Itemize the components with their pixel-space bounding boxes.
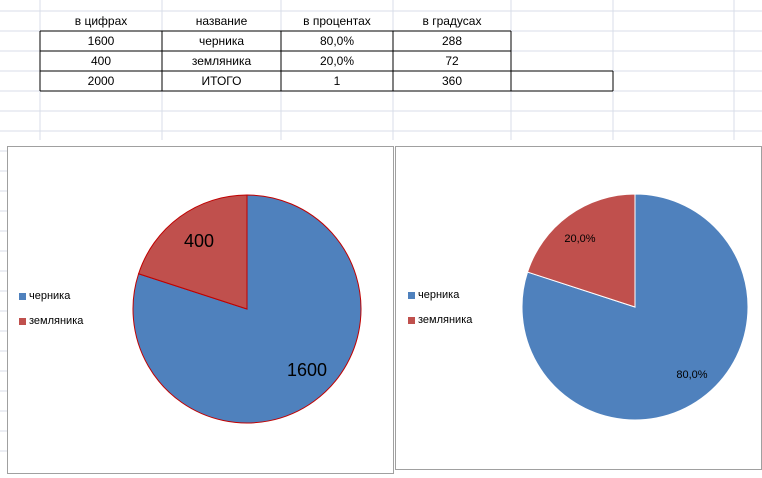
table-cell[interactable]: 400: [90, 54, 112, 68]
table-cell[interactable]: черника: [198, 34, 245, 48]
legend-label: земляника: [418, 314, 473, 326]
table-cell[interactable]: 1: [333, 74, 341, 88]
pie-chart-percent-canvas: 80,0% 20,0%: [521, 193, 749, 421]
pie-slice-strawberry[interactable]: [526, 193, 636, 308]
pie-slice-blueberry[interactable]: [521, 193, 749, 421]
table-cell[interactable]: ИТОГО: [201, 74, 242, 88]
pie-chart-values[interactable]: 1600 400 черника земляника: [7, 146, 394, 474]
header-cell-numbers[interactable]: в цифрах: [74, 14, 128, 28]
header-cell-percent[interactable]: в процентах: [303, 14, 371, 28]
legend-item-strawberry[interactable]: земляника: [408, 314, 472, 326]
table-cell[interactable]: 20,0%: [319, 54, 355, 68]
pie-slice-strawberry[interactable]: [137, 194, 248, 310]
table-cell[interactable]: 2000: [87, 74, 115, 88]
legend-item-strawberry[interactable]: земляника: [19, 315, 83, 327]
legend-swatch-blue: [19, 292, 26, 300]
legend-swatch-red: [408, 316, 415, 324]
legend-item-blueberry[interactable]: черника: [408, 289, 459, 301]
data-label: 80,0%: [676, 369, 707, 381]
pie-chart-values-canvas: 1600 400: [132, 194, 362, 424]
legend-item-blueberry[interactable]: черника: [19, 290, 70, 302]
data-label: 20,0%: [564, 233, 595, 245]
table-cell[interactable]: 360: [441, 74, 463, 88]
legend-label: черника: [418, 289, 460, 301]
table-cell[interactable]: земляника: [191, 54, 252, 68]
table-cell[interactable]: 1600: [87, 34, 115, 48]
table-borders: [39, 30, 614, 92]
legend-swatch-red: [19, 317, 26, 325]
legend-swatch-blue: [408, 291, 415, 299]
data-label: 400: [184, 231, 214, 251]
pie-chart-percent[interactable]: 80,0% 20,0% черника земляника: [395, 146, 762, 470]
table-cell[interactable]: 72: [445, 54, 459, 68]
header-cell-degrees[interactable]: в градусах: [422, 14, 482, 28]
legend-label: черника: [29, 290, 71, 302]
legend-label: земляника: [29, 315, 84, 327]
pie-slice-blueberry[interactable]: [132, 194, 362, 424]
table-cell[interactable]: 80,0%: [319, 34, 355, 48]
header-cell-name[interactable]: название: [195, 14, 248, 28]
data-label: 1600: [287, 360, 327, 380]
table-cell[interactable]: 288: [441, 34, 463, 48]
